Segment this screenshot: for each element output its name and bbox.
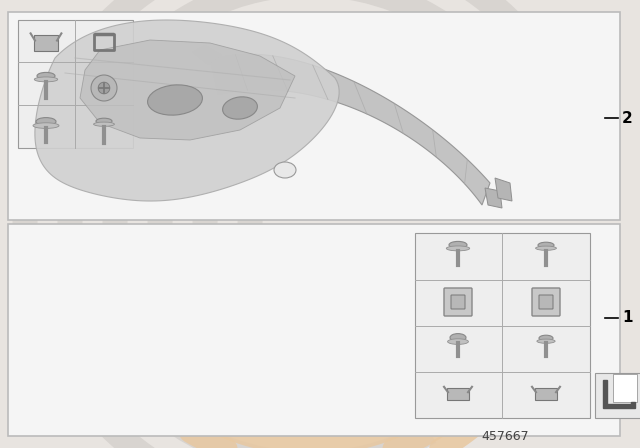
- FancyBboxPatch shape: [444, 288, 472, 316]
- Polygon shape: [35, 20, 339, 201]
- Polygon shape: [192, 45, 222, 65]
- FancyBboxPatch shape: [451, 295, 465, 309]
- Ellipse shape: [36, 118, 56, 125]
- Ellipse shape: [537, 339, 555, 343]
- Polygon shape: [603, 380, 635, 408]
- FancyBboxPatch shape: [8, 12, 620, 220]
- FancyBboxPatch shape: [595, 373, 640, 418]
- FancyBboxPatch shape: [539, 295, 553, 309]
- Text: 2: 2: [622, 111, 633, 125]
- Polygon shape: [485, 188, 502, 208]
- FancyBboxPatch shape: [415, 233, 590, 418]
- Ellipse shape: [223, 97, 257, 119]
- Ellipse shape: [536, 246, 556, 250]
- Polygon shape: [80, 40, 295, 140]
- FancyBboxPatch shape: [8, 224, 620, 436]
- FancyBboxPatch shape: [532, 288, 560, 316]
- Polygon shape: [210, 54, 490, 205]
- Ellipse shape: [33, 123, 59, 129]
- Text: 457667: 457667: [481, 430, 529, 443]
- FancyBboxPatch shape: [613, 374, 637, 402]
- Ellipse shape: [35, 77, 58, 82]
- Ellipse shape: [93, 122, 115, 126]
- Ellipse shape: [449, 241, 467, 248]
- Ellipse shape: [450, 334, 466, 341]
- Polygon shape: [495, 178, 512, 201]
- Ellipse shape: [274, 162, 296, 178]
- FancyBboxPatch shape: [447, 388, 469, 401]
- Ellipse shape: [37, 73, 55, 79]
- Text: 1: 1: [622, 310, 632, 326]
- Circle shape: [91, 75, 117, 101]
- Ellipse shape: [539, 335, 553, 341]
- Circle shape: [98, 82, 110, 94]
- Ellipse shape: [447, 339, 468, 345]
- Ellipse shape: [148, 85, 202, 115]
- Ellipse shape: [446, 246, 470, 251]
- Ellipse shape: [538, 242, 554, 248]
- FancyBboxPatch shape: [34, 35, 58, 51]
- FancyBboxPatch shape: [535, 388, 557, 401]
- FancyBboxPatch shape: [18, 20, 133, 148]
- Ellipse shape: [96, 118, 112, 124]
